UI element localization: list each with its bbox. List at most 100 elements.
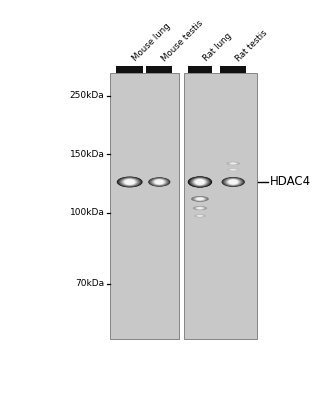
Text: 250kDa: 250kDa [70, 91, 105, 100]
Ellipse shape [194, 214, 206, 217]
Ellipse shape [228, 168, 238, 171]
Ellipse shape [196, 207, 204, 209]
Ellipse shape [197, 207, 203, 209]
Ellipse shape [229, 162, 238, 165]
Ellipse shape [229, 180, 238, 184]
Ellipse shape [192, 178, 208, 186]
Ellipse shape [191, 196, 209, 202]
Ellipse shape [151, 178, 167, 186]
Ellipse shape [230, 169, 236, 170]
Ellipse shape [194, 206, 206, 210]
Ellipse shape [229, 169, 237, 171]
Ellipse shape [195, 197, 205, 201]
Ellipse shape [228, 162, 238, 165]
Ellipse shape [154, 180, 164, 184]
Ellipse shape [224, 178, 243, 186]
Ellipse shape [229, 162, 238, 165]
Ellipse shape [195, 179, 205, 185]
Ellipse shape [227, 162, 239, 165]
Ellipse shape [152, 179, 166, 185]
Ellipse shape [194, 206, 205, 210]
Ellipse shape [192, 178, 207, 186]
Ellipse shape [152, 178, 167, 185]
Ellipse shape [226, 162, 240, 165]
Ellipse shape [195, 197, 205, 201]
Bar [220, 66, 246, 73]
Ellipse shape [117, 177, 142, 187]
Ellipse shape [230, 162, 236, 164]
Ellipse shape [188, 176, 212, 188]
Ellipse shape [151, 178, 168, 186]
Ellipse shape [123, 179, 136, 185]
Ellipse shape [197, 215, 202, 216]
Ellipse shape [197, 215, 203, 217]
Ellipse shape [231, 163, 236, 164]
Ellipse shape [193, 206, 207, 210]
Ellipse shape [222, 177, 244, 187]
Ellipse shape [196, 207, 204, 210]
Ellipse shape [192, 196, 208, 201]
Ellipse shape [224, 178, 242, 186]
Ellipse shape [195, 215, 205, 217]
Ellipse shape [188, 176, 211, 187]
Ellipse shape [227, 168, 239, 171]
Ellipse shape [191, 196, 208, 202]
Ellipse shape [195, 207, 205, 210]
Ellipse shape [197, 207, 203, 209]
Ellipse shape [196, 197, 204, 200]
Ellipse shape [227, 162, 239, 165]
Text: Mouse testis: Mouse testis [161, 18, 205, 64]
Ellipse shape [189, 177, 211, 187]
Ellipse shape [197, 215, 203, 217]
Ellipse shape [191, 178, 209, 186]
Bar [184, 73, 257, 339]
Ellipse shape [153, 179, 166, 185]
Bar [188, 66, 212, 73]
Ellipse shape [117, 176, 143, 188]
Bar [110, 73, 179, 339]
Ellipse shape [194, 214, 206, 217]
Ellipse shape [228, 179, 238, 185]
Ellipse shape [228, 162, 239, 165]
Ellipse shape [196, 207, 204, 210]
Ellipse shape [122, 178, 138, 186]
Ellipse shape [225, 178, 242, 186]
Ellipse shape [118, 177, 141, 187]
Ellipse shape [229, 169, 238, 171]
Ellipse shape [194, 206, 206, 210]
Ellipse shape [154, 179, 165, 185]
Bar [146, 66, 172, 73]
Ellipse shape [227, 179, 240, 185]
Ellipse shape [230, 169, 237, 170]
Ellipse shape [150, 178, 169, 186]
Ellipse shape [196, 198, 204, 200]
Ellipse shape [230, 162, 237, 164]
Ellipse shape [192, 196, 207, 201]
Ellipse shape [194, 179, 206, 185]
Ellipse shape [195, 214, 205, 217]
Ellipse shape [193, 197, 206, 201]
Ellipse shape [195, 207, 205, 210]
Text: 150kDa: 150kDa [70, 150, 105, 159]
Ellipse shape [228, 168, 238, 171]
Ellipse shape [155, 180, 164, 184]
Ellipse shape [124, 179, 135, 185]
Ellipse shape [190, 177, 210, 187]
Text: Mouse lung: Mouse lung [131, 22, 172, 64]
Ellipse shape [148, 177, 170, 187]
Ellipse shape [193, 197, 207, 201]
Text: Rat testis: Rat testis [234, 28, 270, 64]
Ellipse shape [231, 169, 236, 170]
Ellipse shape [125, 179, 135, 185]
Ellipse shape [149, 178, 170, 186]
Text: 100kDa: 100kDa [70, 208, 105, 217]
Ellipse shape [226, 179, 240, 185]
Ellipse shape [196, 215, 204, 217]
Ellipse shape [190, 177, 210, 187]
Ellipse shape [121, 178, 138, 186]
Text: 70kDa: 70kDa [75, 279, 105, 288]
Ellipse shape [120, 178, 140, 186]
Ellipse shape [197, 215, 204, 217]
Ellipse shape [227, 168, 240, 171]
Ellipse shape [119, 177, 141, 187]
